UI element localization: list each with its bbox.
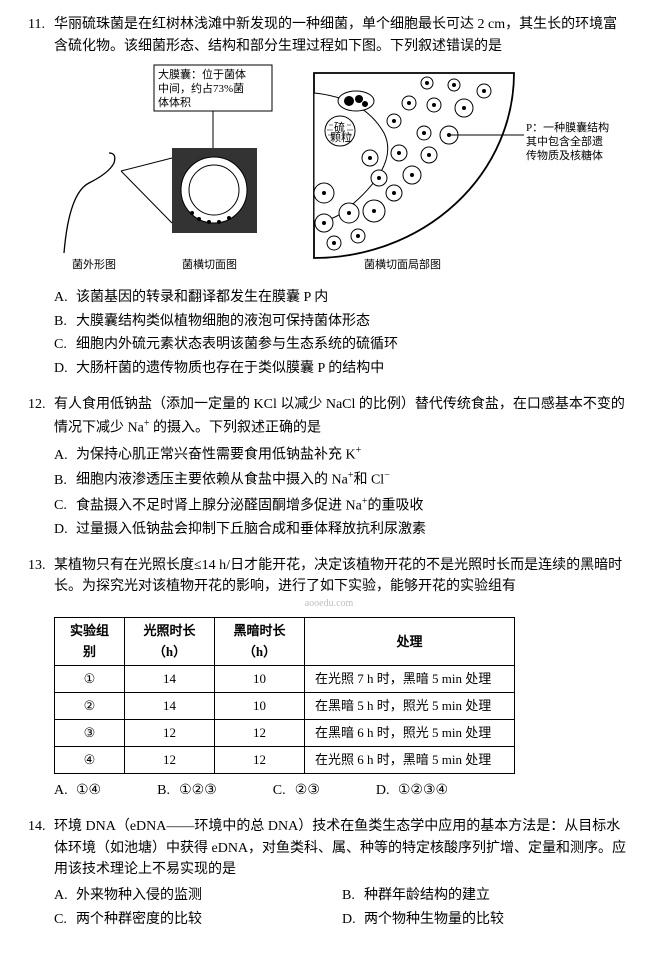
question-14: 14. 环境 DNA（eDNA——环境中的总 DNA）技术在鱼类生态学中应用的基… bbox=[28, 816, 630, 932]
q13-options: A.①④ B.①②③ C.②③ D.①②③④ bbox=[54, 780, 630, 802]
dot5 bbox=[227, 216, 231, 220]
q13-number: 13. bbox=[28, 555, 54, 598]
q12-opt-c: C.食盐摄入不足时肾上腺分泌醛固酮增多促进 Na+的重吸收 bbox=[54, 494, 630, 517]
q11-stem: 11. 华丽硫珠菌是在红树林浅滩中新发现的一种细菌，单个细胞最长可达 2 cm，… bbox=[28, 14, 630, 57]
cross-label: 菌横切面图 bbox=[182, 257, 237, 271]
q14-opt-d: D.两个物种生物量的比较 bbox=[342, 909, 630, 931]
q12-options: A.为保持心肌正常兴奋性需要食用低钠盐补充 K+ B.细胞内液渗透压主要依赖从食… bbox=[54, 443, 630, 541]
question-13: 13. 某植物只有在光照长度≤14 h/日才能开花，决定该植物开花的不是光照时长… bbox=[28, 555, 630, 802]
q14-opt-b: B.种群年龄结构的建立 bbox=[342, 885, 630, 907]
question-11: 11. 华丽硫珠菌是在红树林浅滩中新发现的一种细菌，单个细胞最长可达 2 cm，… bbox=[28, 14, 630, 380]
p-l2: 其中包含全部遗 bbox=[526, 134, 603, 148]
q11-options: A.该菌基因的转录和翻译都发生在膜囊 P 内 B.大膜囊结构类似植物细胞的液泡可… bbox=[54, 287, 630, 380]
q14-options: A.外来物种入侵的监测 B.种群年龄结构的建立 C.两个种群密度的比较 D.两个… bbox=[54, 885, 630, 932]
q12-number: 12. bbox=[28, 394, 54, 439]
watermark: aooedu.com bbox=[28, 596, 630, 612]
q13-opt-a: A.①④ bbox=[54, 780, 101, 802]
q12-opt-b: B.细胞内液渗透压主要依赖从食盐中摄入的 Na+和 Cl− bbox=[54, 468, 630, 491]
dot3 bbox=[207, 220, 211, 224]
q13-thead-row: 实验组别 光照时长（h） 黑暗时长（h） 处理 bbox=[55, 618, 515, 665]
table-row: ③1212在黑暗 6 h 时，照光 5 min 处理 bbox=[55, 720, 515, 747]
q13-stem: 13. 某植物只有在光照长度≤14 h/日才能开花，决定该植物开花的不是光照时长… bbox=[28, 555, 630, 598]
q14-number: 14. bbox=[28, 816, 54, 881]
th-3: 处理 bbox=[305, 618, 515, 665]
q13-opt-c: C.②③ bbox=[273, 780, 320, 802]
sulfur-l2: 颗粒 bbox=[330, 130, 352, 144]
q11-diagram-svg: 大膜囊：位于菌体 中间，约占73%菌 体体积 bbox=[54, 63, 614, 273]
table-row: ④1212在光照 6 h 时，黑暗 5 min 处理 bbox=[55, 747, 515, 774]
dot4 bbox=[217, 220, 221, 224]
q11-text: 华丽硫珠菌是在红树林浅滩中新发现的一种细菌，单个细胞最长可达 2 cm，其生长的… bbox=[54, 14, 630, 57]
q14-opt-c: C.两个种群密度的比较 bbox=[54, 909, 342, 931]
table-row: ①1410在光照 7 h 时，黑暗 5 min 处理 bbox=[55, 665, 515, 692]
sg3 bbox=[362, 101, 368, 107]
th-1: 光照时长（h） bbox=[125, 618, 215, 665]
th-0: 实验组别 bbox=[55, 618, 125, 665]
q12-opt-d: D.过量摄入低钠盐会抑制下丘脑合成和垂体释放抗利尿激素 bbox=[54, 519, 630, 541]
q11-opt-c: C.细胞内外硫元素状态表明该菌参与生态系统的硫循环 bbox=[54, 334, 630, 356]
q13-opt-d: D.①②③④ bbox=[376, 780, 448, 802]
box-label-l3: 体体积 bbox=[158, 95, 191, 109]
bact-outline bbox=[64, 153, 115, 253]
q11-number: 11. bbox=[28, 14, 54, 57]
leader-line-2a bbox=[121, 158, 172, 171]
q11-opt-d: D.大肠杆菌的遗传物质也存在于类似膜囊 P 的结构中 bbox=[54, 358, 630, 380]
q12-opt-a: A.为保持心肌正常兴奋性需要食用低钠盐补充 K+ bbox=[54, 443, 630, 466]
dot1 bbox=[190, 211, 194, 215]
q14-opt-a: A.外来物种入侵的监测 bbox=[54, 885, 342, 907]
q13-opt-b: B.①②③ bbox=[157, 780, 217, 802]
box-label-l1: 大膜囊：位于菌体 bbox=[158, 67, 246, 81]
box-label-l2: 中间，约占73%菌 bbox=[158, 81, 244, 95]
leader-line-2b bbox=[121, 171, 172, 223]
q11-opt-a: A.该菌基因的转录和翻译都发生在膜囊 P 内 bbox=[54, 287, 630, 309]
q13-table: 实验组别 光照时长（h） 黑暗时长（h） 处理 ①1410在光照 7 h 时，黑… bbox=[54, 617, 515, 774]
q14-text: 环境 DNA（eDNA——环境中的总 DNA）技术在鱼类生态学中应用的基本方法是… bbox=[54, 816, 630, 881]
q11-diagram: 大膜囊：位于菌体 中间，约占73%菌 体体积 bbox=[54, 63, 630, 281]
q14-stem: 14. 环境 DNA（eDNA——环境中的总 DNA）技术在鱼类生态学中应用的基… bbox=[28, 816, 630, 881]
shape-label: 菌外形图 bbox=[72, 258, 116, 271]
q13-text: 某植物只有在光照长度≤14 h/日才能开花，决定该植物开花的不是光照时长而是连续… bbox=[54, 555, 630, 598]
table-row: ②1410在黑暗 5 h 时，照光 5 min 处理 bbox=[55, 692, 515, 719]
q12-stem: 12. 有人食用低钠盐（添加一定量的 KCl 以减少 NaCl 的比例）替代传统… bbox=[28, 394, 630, 439]
p-l1: P：一种膜囊结构 bbox=[526, 120, 609, 134]
q11-opt-b: B.大膜囊结构类似植物细胞的液泡可保持菌体形态 bbox=[54, 311, 630, 333]
question-12: 12. 有人食用低钠盐（添加一定量的 KCl 以减少 NaCl 的比例）替代传统… bbox=[28, 394, 630, 541]
p-l3: 传物质及核糖体 bbox=[526, 148, 603, 162]
th-2: 黑暗时长（h） bbox=[215, 618, 305, 665]
sg2 bbox=[355, 95, 363, 103]
cross-inner bbox=[189, 165, 239, 215]
dot2 bbox=[197, 217, 201, 221]
sg1 bbox=[344, 96, 354, 106]
q12-text: 有人食用低钠盐（添加一定量的 KCl 以减少 NaCl 的比例）替代传统食盐，在… bbox=[54, 394, 630, 439]
local-label: 菌横切面局部图 bbox=[364, 257, 441, 271]
